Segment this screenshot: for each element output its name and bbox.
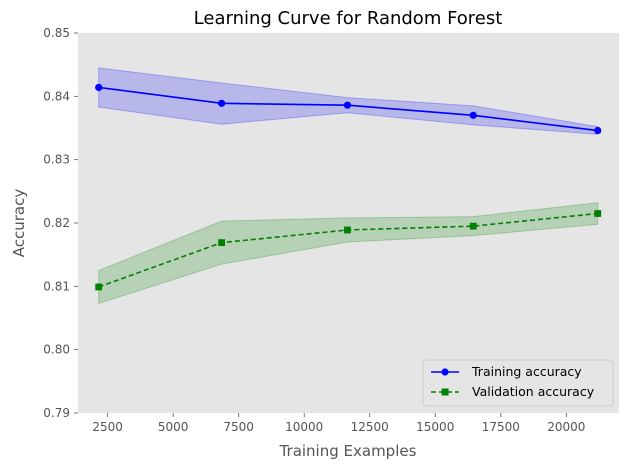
- legend-validation-label: Validation accuracy: [472, 384, 595, 399]
- chart-title: Learning Curve for Random Forest: [194, 8, 503, 29]
- x-tick-label-4: 12500: [351, 420, 389, 434]
- point-series-1-4: [594, 210, 602, 217]
- point-series-0-0: [95, 83, 103, 92]
- point-series-1-2: [344, 226, 351, 234]
- y-tick-label-0: 0.79: [43, 406, 70, 420]
- point-series-1-1: [218, 239, 226, 247]
- y-axis-ticks: 0.79 0.80 0.81 0.82 0.83 0.84 0.85: [43, 26, 78, 420]
- y-tick-label-5: 0.84: [43, 89, 70, 103]
- y-tick-label-4: 0.83: [43, 153, 70, 167]
- legend-validation-marker: [441, 388, 449, 396]
- point-series-0-1: [218, 99, 226, 107]
- x-tick-label-5: 15000: [416, 420, 454, 434]
- x-tick-label-0: 2500: [92, 420, 123, 434]
- legend-training-marker: [441, 368, 449, 376]
- point-series-1-0: [95, 283, 103, 291]
- x-axis-ticks: 2500 5000 7500 10000 12500 15000 17500 20000: [92, 413, 585, 434]
- x-axis-label: Training Examples: [279, 442, 417, 460]
- y-tick-label-3: 0.82: [43, 216, 70, 230]
- x-tick-label-2: 7500: [223, 420, 254, 434]
- y-tick-label-2: 0.81: [43, 279, 70, 293]
- point-series-0-3: [469, 111, 477, 119]
- point-series-0-2: [343, 101, 352, 109]
- y-tick-label-1: 0.80: [43, 343, 70, 357]
- point-series-1-3: [469, 222, 477, 230]
- series-markers: [95, 83, 602, 291]
- y-axis-label: Accuracy: [10, 189, 28, 258]
- point-series-0-4: [594, 126, 602, 135]
- x-tick-label-3: 10000: [285, 420, 323, 434]
- x-tick-label-6: 17500: [482, 420, 520, 434]
- x-tick-label-1: 5000: [158, 420, 189, 434]
- y-tick-label-6: 0.85: [43, 26, 70, 40]
- legend: Training accuracy Validation accuracy: [422, 359, 614, 407]
- legend-training-label: Training accuracy: [471, 364, 582, 379]
- x-tick-label-7: 20000: [547, 420, 585, 434]
- legend-box: [422, 359, 614, 407]
